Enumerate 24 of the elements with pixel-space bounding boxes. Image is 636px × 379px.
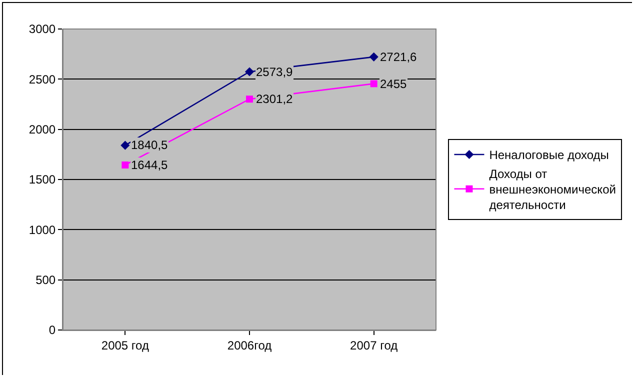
data-label: 2301,2 bbox=[256, 92, 294, 106]
y-tick-label: 1500 bbox=[28, 172, 56, 187]
point bbox=[244, 67, 254, 76]
data-label: 2573,9 bbox=[256, 65, 294, 79]
point bbox=[369, 52, 378, 62]
y-tick-label: 500 bbox=[36, 273, 56, 288]
point bbox=[370, 80, 378, 88]
x-tick-label: 2006год bbox=[227, 338, 272, 352]
y-tick-label: 2000 bbox=[28, 122, 56, 137]
y-tick-label: 0 bbox=[48, 323, 56, 338]
point bbox=[120, 140, 130, 150]
data-label: 2455 bbox=[380, 77, 408, 91]
data-label: 2721,6 bbox=[380, 50, 418, 64]
data-label: 1840,5 bbox=[131, 138, 168, 152]
y-tick-label: 3000 bbox=[28, 22, 56, 36]
y-tick-label: 1000 bbox=[28, 222, 56, 237]
data-label: 1644,5 bbox=[131, 158, 168, 172]
x-tick-label: 2005 год bbox=[101, 338, 149, 352]
y-tick-label: 2500 bbox=[28, 72, 56, 86]
legend-label: Неналоговые доходы bbox=[489, 148, 609, 162]
point bbox=[122, 162, 129, 168]
point bbox=[246, 96, 253, 103]
x-tick-label: 2007 год bbox=[350, 338, 398, 352]
legend-label: Доходы от внешнеэкономической деятельности bbox=[489, 166, 616, 212]
